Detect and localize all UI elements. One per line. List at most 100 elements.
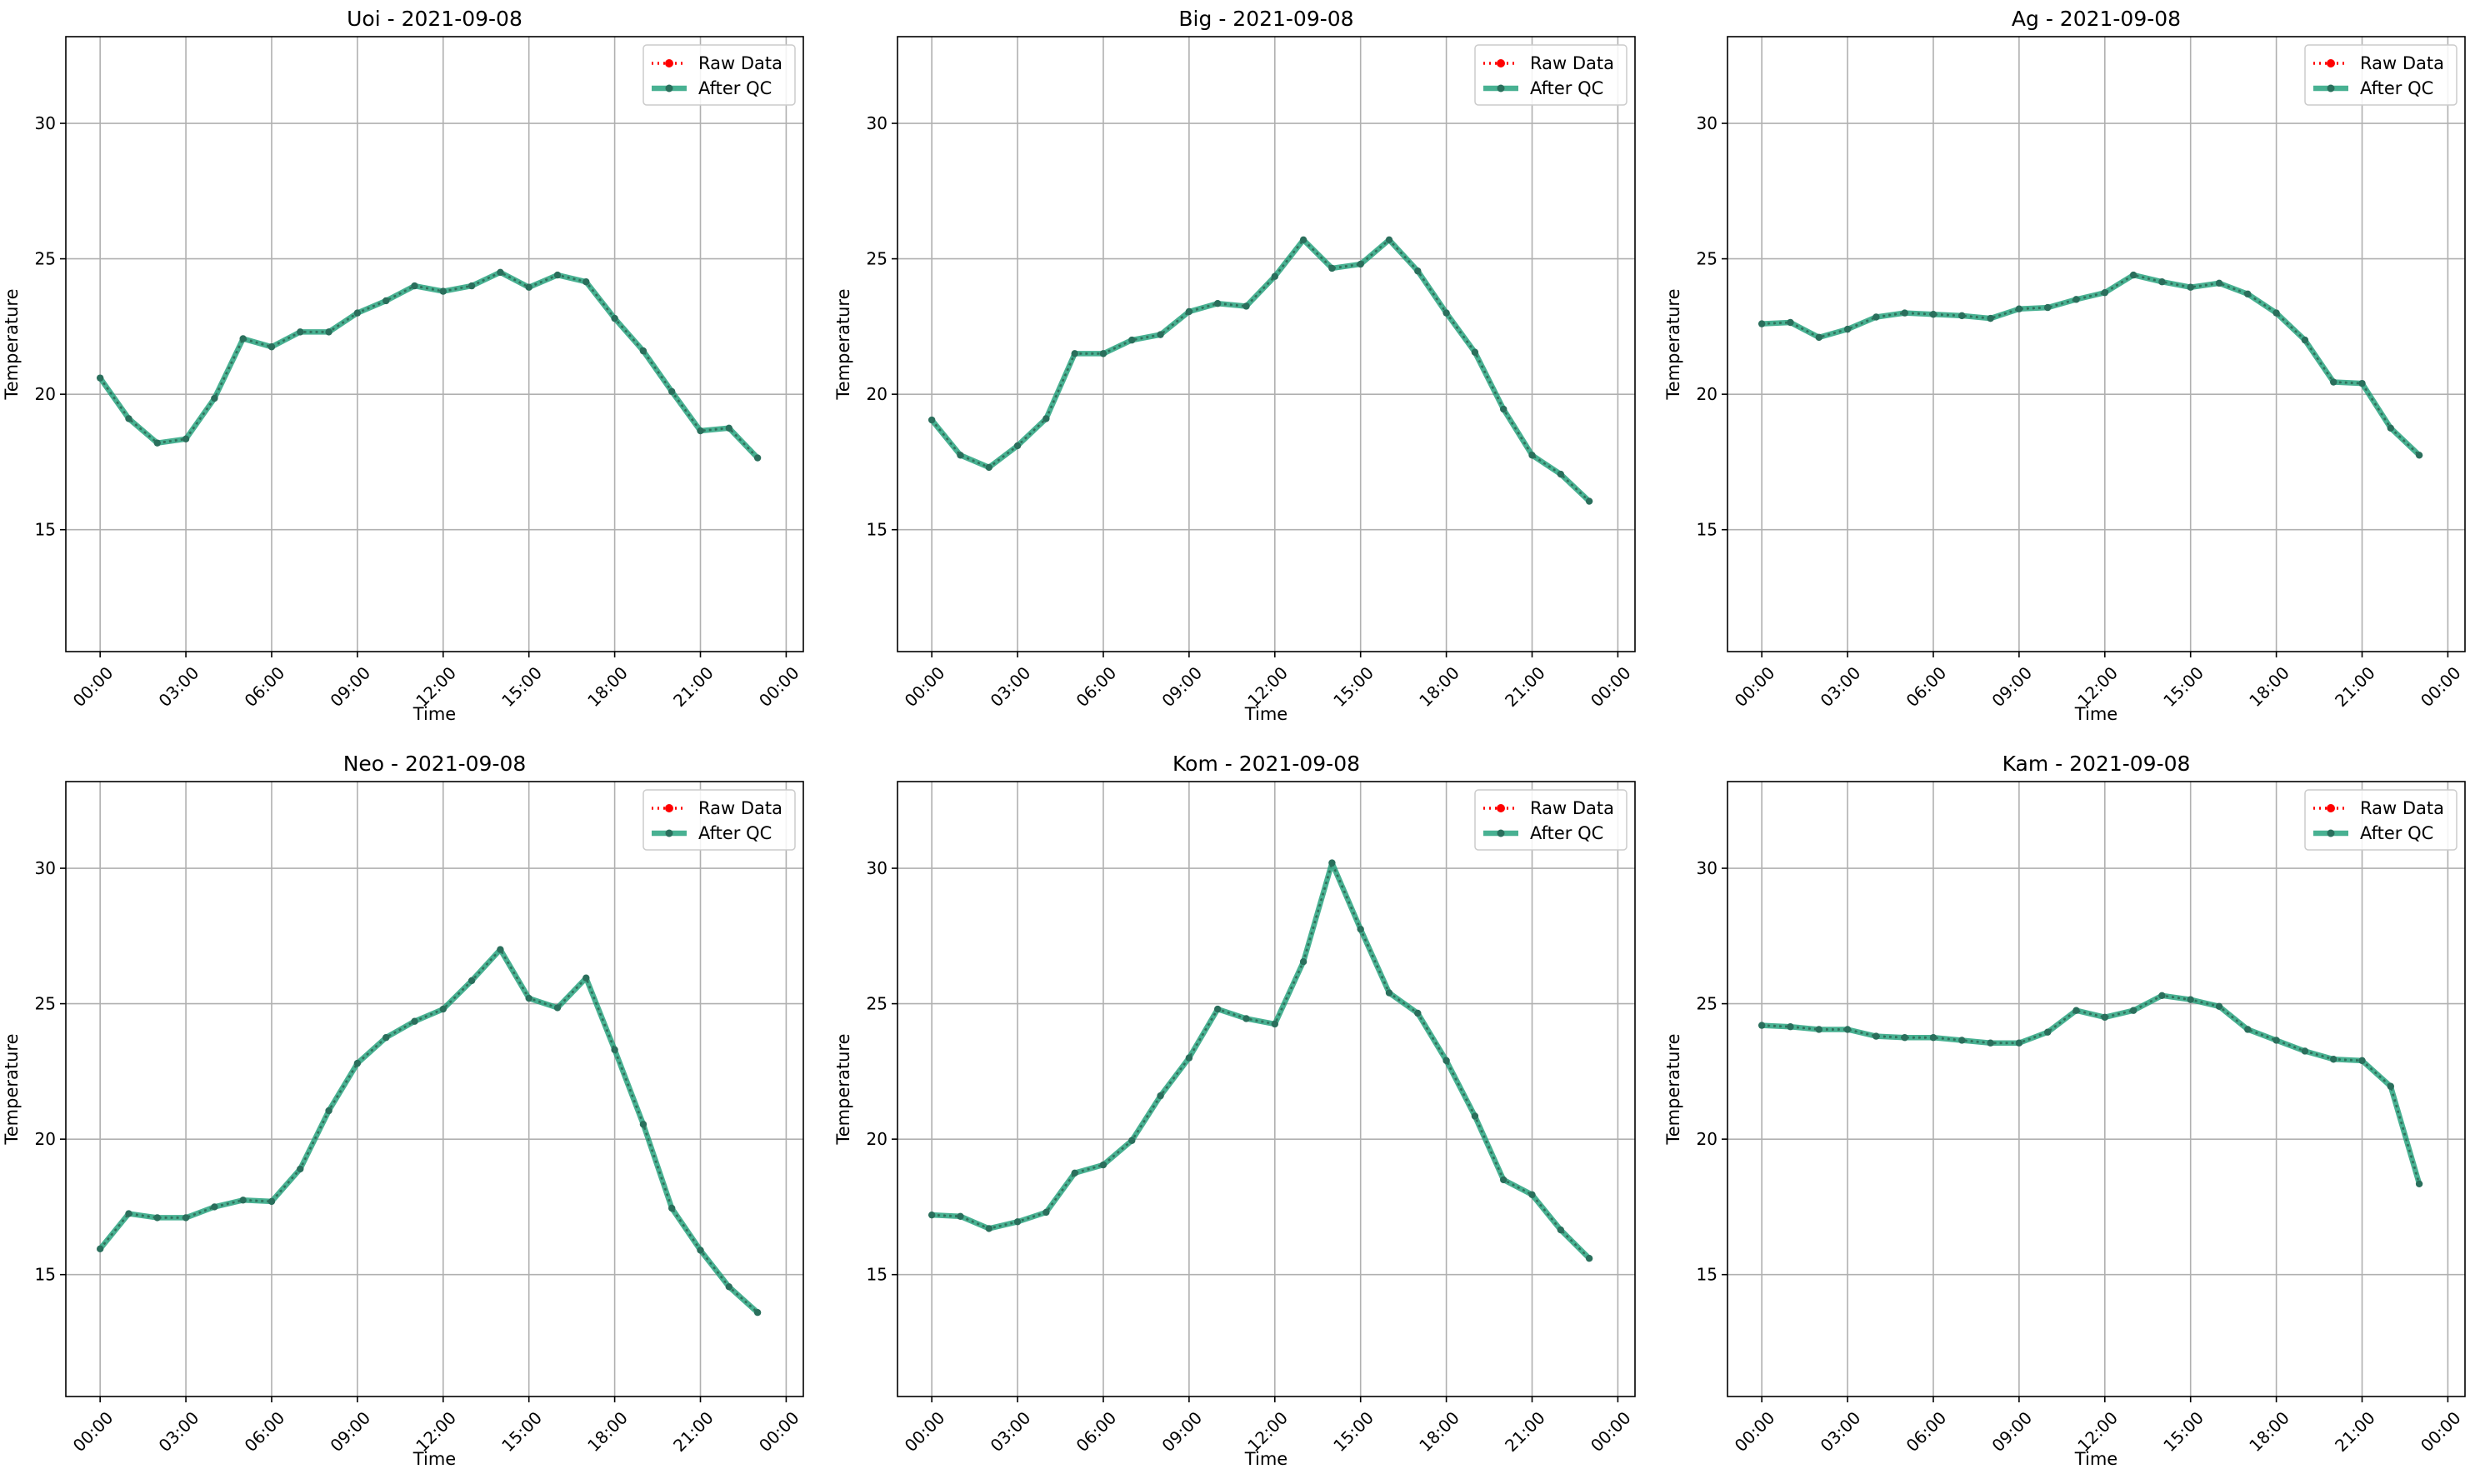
x-tick-label: 18:00 [583, 662, 632, 711]
x-axis-label: Time [412, 704, 456, 724]
x-tick-label: 09:00 [1988, 662, 2036, 711]
data-point [1013, 442, 1022, 450]
x-tick-label: 00:00 [755, 662, 803, 711]
x-axis-label: Time [2074, 704, 2118, 724]
data-point [1557, 1226, 1565, 1234]
data-point [2215, 1002, 2223, 1011]
x-tick-label: 00:00 [69, 1407, 118, 1456]
chart-title: Kam - 2021-09-08 [2002, 752, 2191, 776]
data-point [2415, 452, 2423, 459]
legend-raw-label: Raw Data [698, 53, 782, 73]
data-point [668, 387, 676, 396]
data-point [497, 946, 504, 953]
data-point [1500, 1176, 1508, 1184]
data-point [1385, 989, 1393, 997]
data-point [525, 283, 532, 291]
data-point [2330, 378, 2338, 386]
data-point [2158, 278, 2166, 286]
data-point [582, 974, 590, 982]
data-point [1128, 336, 1136, 344]
data-point [1271, 272, 1278, 280]
x-axis-label: Time [1244, 1449, 1288, 1469]
x-tick-label: 15:00 [1329, 1407, 1378, 1456]
x-tick-label: 21:00 [2331, 662, 2379, 711]
raw-data-line [1762, 994, 2421, 1185]
y-axis-label: Temperature [2, 1033, 22, 1145]
x-tick-label: 00:00 [901, 662, 949, 711]
data-point [2015, 1039, 2023, 1047]
x-tick-label: 06:00 [1072, 1407, 1121, 1456]
axes-frame [1727, 781, 2466, 1397]
legend-raw-marker [665, 804, 673, 812]
legend: Raw Data After QC [642, 789, 796, 851]
chart-title: Ag - 2021-09-08 [2012, 7, 2181, 31]
data-point [182, 1214, 190, 1222]
data-point [725, 1283, 733, 1291]
data-point [211, 394, 218, 402]
raw-data-overlay-line [1762, 273, 2420, 457]
after-qc-line [929, 237, 1592, 503]
data-point [928, 1211, 936, 1219]
data-point [1872, 313, 1880, 321]
x-tick-label: 18:00 [1415, 662, 1463, 711]
x-tick-label: 00:00 [1731, 662, 1779, 711]
legend: Raw Data After QC [2304, 44, 2458, 106]
chart-title: Uoi - 2021-09-08 [347, 7, 522, 31]
y-tick-label: 25 [35, 249, 56, 269]
data-point [2358, 1057, 2366, 1065]
data-point [2187, 283, 2194, 291]
data-point [957, 1212, 964, 1221]
legend-raw-label: Raw Data [2360, 798, 2444, 818]
data-point [1787, 318, 1794, 327]
data-point [297, 1165, 304, 1173]
data-point [2043, 1028, 2052, 1036]
legend-qc-marker [665, 84, 673, 92]
x-tick-label: 15:00 [498, 1407, 546, 1456]
data-point [1328, 859, 1336, 867]
x-tick-label: 00:00 [755, 1407, 803, 1456]
y-axis-label: Temperature [1663, 1033, 1683, 1145]
data-point [639, 347, 648, 355]
y-tick-label: 20 [867, 384, 888, 404]
data-point [1357, 260, 1364, 268]
y-tick-label: 20 [35, 1129, 56, 1149]
data-point [2272, 309, 2280, 317]
data-point [611, 314, 618, 322]
data-point [1071, 1169, 1078, 1177]
data-point [1815, 333, 1822, 342]
raw-data-overlay-line [931, 238, 1590, 502]
x-tick-label: 18:00 [583, 1407, 632, 1456]
data-point [382, 1034, 390, 1042]
y-tick-label: 20 [1697, 1129, 1718, 1149]
axes-frame [1727, 36, 2466, 652]
data-point [2358, 379, 2366, 387]
x-tick-label: 15:00 [1329, 662, 1378, 711]
data-point [697, 427, 704, 435]
data-point [1442, 1057, 1450, 1065]
data-point [1528, 452, 1536, 459]
data-point [96, 374, 104, 382]
data-point [268, 1197, 276, 1206]
data-point [985, 463, 992, 472]
data-point [125, 415, 132, 422]
x-tick-label: 21:00 [1501, 662, 1549, 711]
x-tick-label: 03:00 [1817, 662, 1865, 711]
x-tick-label: 00:00 [2417, 662, 2465, 711]
x-tick-label: 06:00 [1902, 662, 1951, 711]
data-point [1557, 470, 1565, 478]
legend-qc-marker [665, 829, 673, 837]
x-tick-label: 21:00 [669, 662, 718, 711]
x-tick-label: 03:00 [987, 1407, 1035, 1456]
data-point [1185, 1054, 1193, 1062]
data-point [1013, 1218, 1022, 1226]
y-tick-label: 20 [867, 1129, 888, 1149]
data-point [1299, 236, 1308, 244]
y-tick-label: 25 [867, 249, 888, 269]
data-point [2301, 1047, 2309, 1055]
y-tick-label: 25 [867, 994, 888, 1014]
data-point [1157, 331, 1164, 338]
